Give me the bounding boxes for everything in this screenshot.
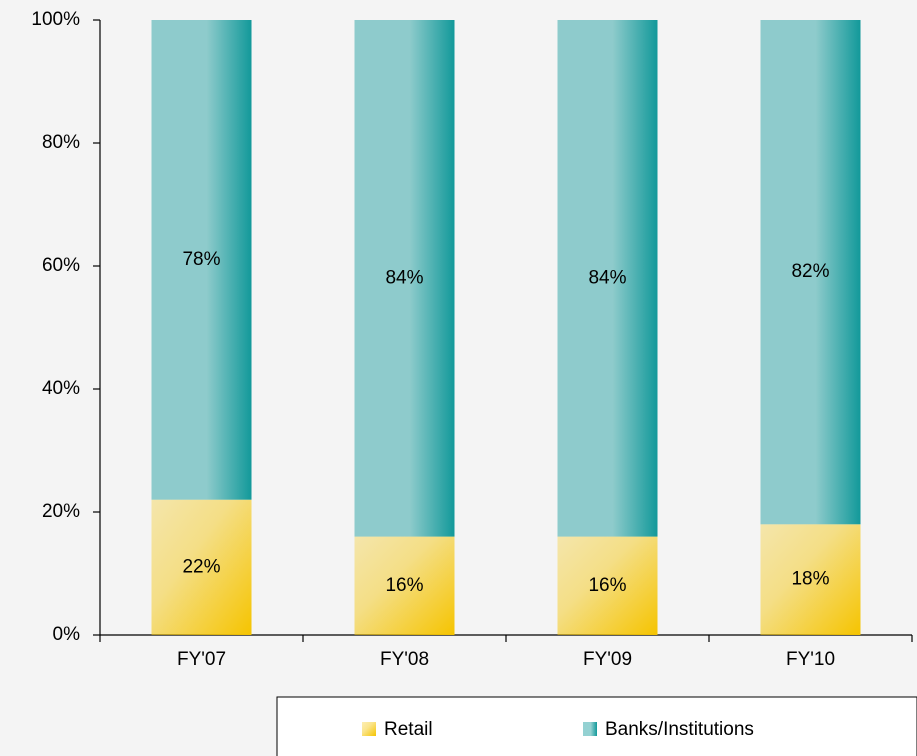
- data-label: 78%: [182, 249, 220, 270]
- y-tick-label: 0%: [53, 624, 81, 645]
- data-label: 82%: [791, 261, 829, 282]
- y-tick-label: 100%: [31, 9, 80, 30]
- bar-segment: [354, 20, 455, 537]
- y-tick-label: 80%: [42, 132, 80, 153]
- data-label: 84%: [588, 267, 626, 288]
- data-label: 22%: [182, 556, 220, 577]
- bar-segment: [760, 20, 861, 525]
- data-label: 18%: [791, 569, 829, 590]
- legend-label: Banks/Institutions: [605, 719, 754, 740]
- x-tick-label: FY'09: [583, 649, 632, 670]
- y-tick-label: 60%: [42, 255, 80, 276]
- data-label: 16%: [588, 575, 626, 596]
- bar-segment: [557, 20, 658, 537]
- bar-segment: [557, 536, 658, 635]
- x-tick-label: FY'08: [380, 649, 429, 670]
- y-tick-label: 20%: [42, 501, 80, 522]
- legend-swatch: [583, 722, 597, 736]
- bar-segment: [354, 536, 455, 635]
- y-tick-label: 40%: [42, 378, 80, 399]
- data-label: 84%: [385, 267, 423, 288]
- bar-segment: [151, 20, 252, 500]
- legend-label: Retail: [384, 719, 433, 740]
- bar-segment: [151, 499, 252, 635]
- legend-swatch: [362, 722, 376, 736]
- data-label: 16%: [385, 575, 423, 596]
- x-tick-label: FY'07: [177, 649, 226, 670]
- bar-segment: [760, 524, 861, 635]
- x-tick-label: FY'10: [786, 649, 835, 670]
